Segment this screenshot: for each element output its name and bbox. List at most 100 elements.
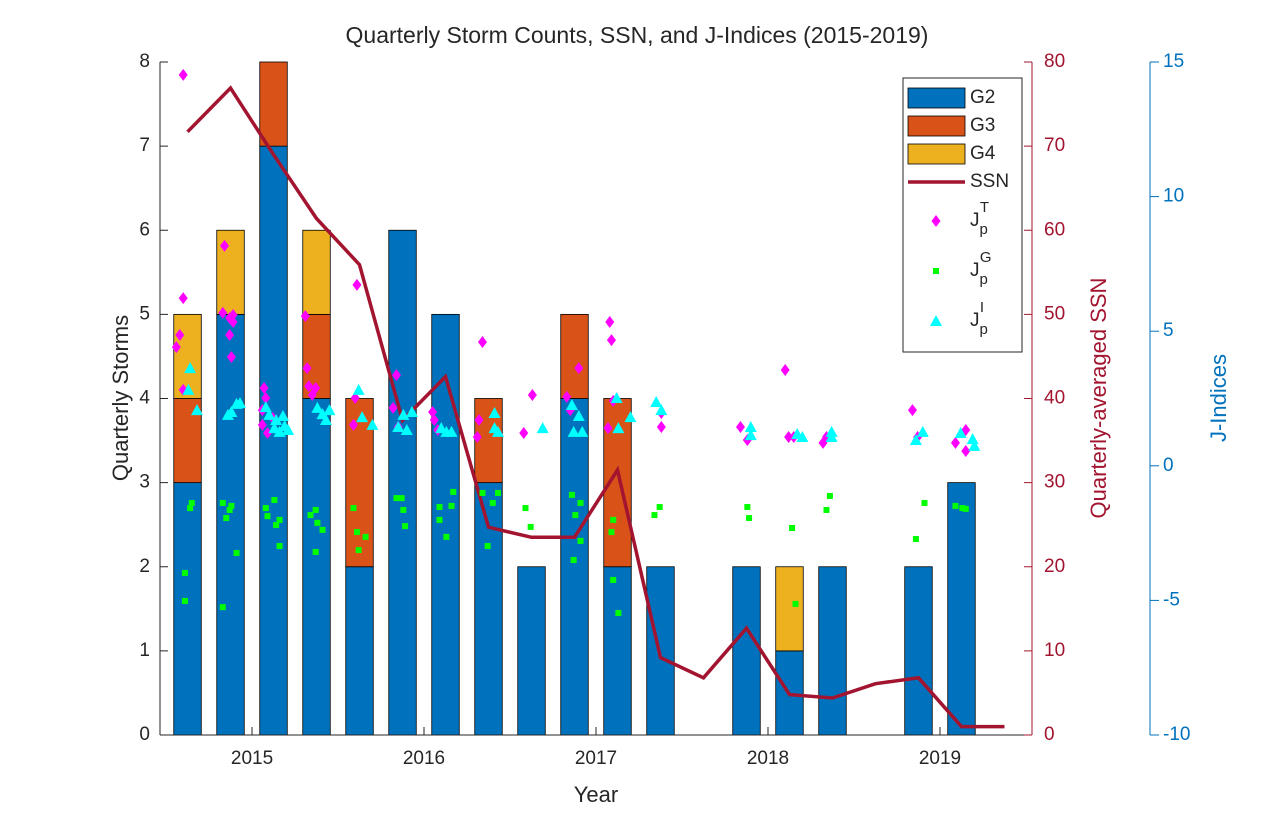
triangle-marker — [311, 401, 324, 413]
triangle-marker — [825, 430, 838, 442]
diamond-marker — [350, 391, 360, 404]
square-marker — [188, 499, 195, 506]
legend-swatch — [907, 87, 966, 109]
y-tick-label: 6 — [139, 219, 150, 240]
bar — [345, 566, 374, 736]
square-marker — [826, 492, 833, 499]
bar — [732, 566, 761, 736]
diamond-marker — [175, 328, 185, 341]
triangle-marker — [968, 439, 981, 451]
diamond-marker — [348, 418, 358, 431]
square-marker — [362, 533, 369, 540]
square-marker — [219, 499, 226, 506]
triangle-marker — [282, 423, 295, 435]
y3-tick-label: 15 — [1163, 51, 1184, 72]
triangle-marker — [488, 407, 501, 419]
square-marker — [792, 600, 799, 607]
diamond-marker — [178, 292, 188, 305]
legend-label: G4 — [970, 143, 996, 164]
diamond-marker — [171, 341, 181, 354]
diamond-marker — [226, 351, 236, 364]
bar — [775, 566, 804, 652]
x-tick-label: 2019 — [919, 748, 961, 769]
legend-label: JpI — [970, 299, 988, 338]
y3-tick-label: -10 — [1163, 724, 1190, 745]
square-marker — [789, 524, 796, 531]
square-marker — [402, 523, 409, 530]
square-marker — [912, 536, 919, 543]
bar — [216, 229, 245, 315]
y2-tick-label: 30 — [1044, 472, 1065, 493]
bar — [474, 398, 503, 484]
square-marker — [436, 516, 443, 523]
y2-tick-label: 10 — [1044, 640, 1065, 661]
triangle-marker — [319, 414, 332, 426]
square-marker — [181, 597, 188, 604]
bar — [216, 313, 245, 736]
legend-name: G2 — [970, 87, 995, 108]
triangle-marker — [744, 429, 757, 441]
bar — [259, 61, 288, 147]
diamond-marker — [352, 278, 362, 291]
legend-name: J — [970, 210, 980, 231]
legend-label: JpT — [970, 199, 989, 238]
diamond-marker — [519, 426, 529, 439]
legend-label: G2 — [970, 87, 995, 108]
bar — [302, 229, 331, 315]
diamond-marker — [219, 239, 229, 252]
square-marker — [656, 503, 663, 510]
y3-tick-label: -5 — [1163, 589, 1180, 610]
bar — [603, 566, 632, 736]
y-tick-label: 0 — [139, 724, 150, 745]
y2-tick-label: 20 — [1044, 556, 1065, 577]
square-marker — [933, 268, 939, 274]
diamond-marker — [907, 404, 917, 417]
diamond-marker — [429, 414, 439, 427]
square-marker — [746, 515, 753, 522]
diamond-marker — [259, 382, 269, 395]
triangle-marker — [954, 426, 967, 438]
square-marker — [570, 557, 577, 564]
y3-axis-label: J-Indices — [1206, 354, 1231, 442]
square-marker — [479, 489, 486, 496]
triangle-marker — [567, 425, 580, 437]
diamond-marker — [961, 444, 971, 457]
legend-name: J — [970, 260, 980, 281]
square-marker — [572, 512, 579, 519]
square-marker — [448, 502, 455, 509]
legend-superscript: I — [980, 299, 984, 316]
diamond-marker — [228, 316, 238, 329]
square-marker — [744, 503, 751, 510]
bar — [560, 313, 589, 399]
square-marker — [264, 513, 271, 520]
square-marker — [450, 488, 457, 495]
square-marker — [489, 499, 496, 506]
square-marker — [577, 499, 584, 506]
y-tick-label: 8 — [139, 51, 150, 72]
triangle-marker — [796, 430, 809, 442]
bar — [560, 398, 589, 736]
legend-name: G3 — [970, 115, 995, 136]
diamond-marker — [562, 390, 572, 403]
triangle-marker — [270, 414, 283, 426]
square-marker — [610, 576, 617, 583]
y-tick-label: 1 — [139, 640, 150, 661]
square-marker — [398, 495, 405, 502]
diamond-marker — [950, 436, 960, 449]
y-tick-label: 4 — [139, 388, 150, 409]
diamond-marker — [527, 389, 537, 402]
triangle-marker — [233, 397, 246, 409]
diamond-marker — [780, 363, 790, 376]
triangle-marker — [397, 408, 410, 420]
diamond-marker — [228, 309, 238, 322]
y2-tick-label: 70 — [1044, 135, 1065, 156]
square-marker — [353, 529, 360, 536]
bar — [173, 313, 202, 399]
triangle-marker — [273, 425, 286, 437]
triangle-marker — [491, 425, 504, 437]
diamond-marker — [474, 414, 484, 427]
diamond-marker — [931, 215, 941, 227]
y-tick-label: 5 — [139, 303, 150, 324]
